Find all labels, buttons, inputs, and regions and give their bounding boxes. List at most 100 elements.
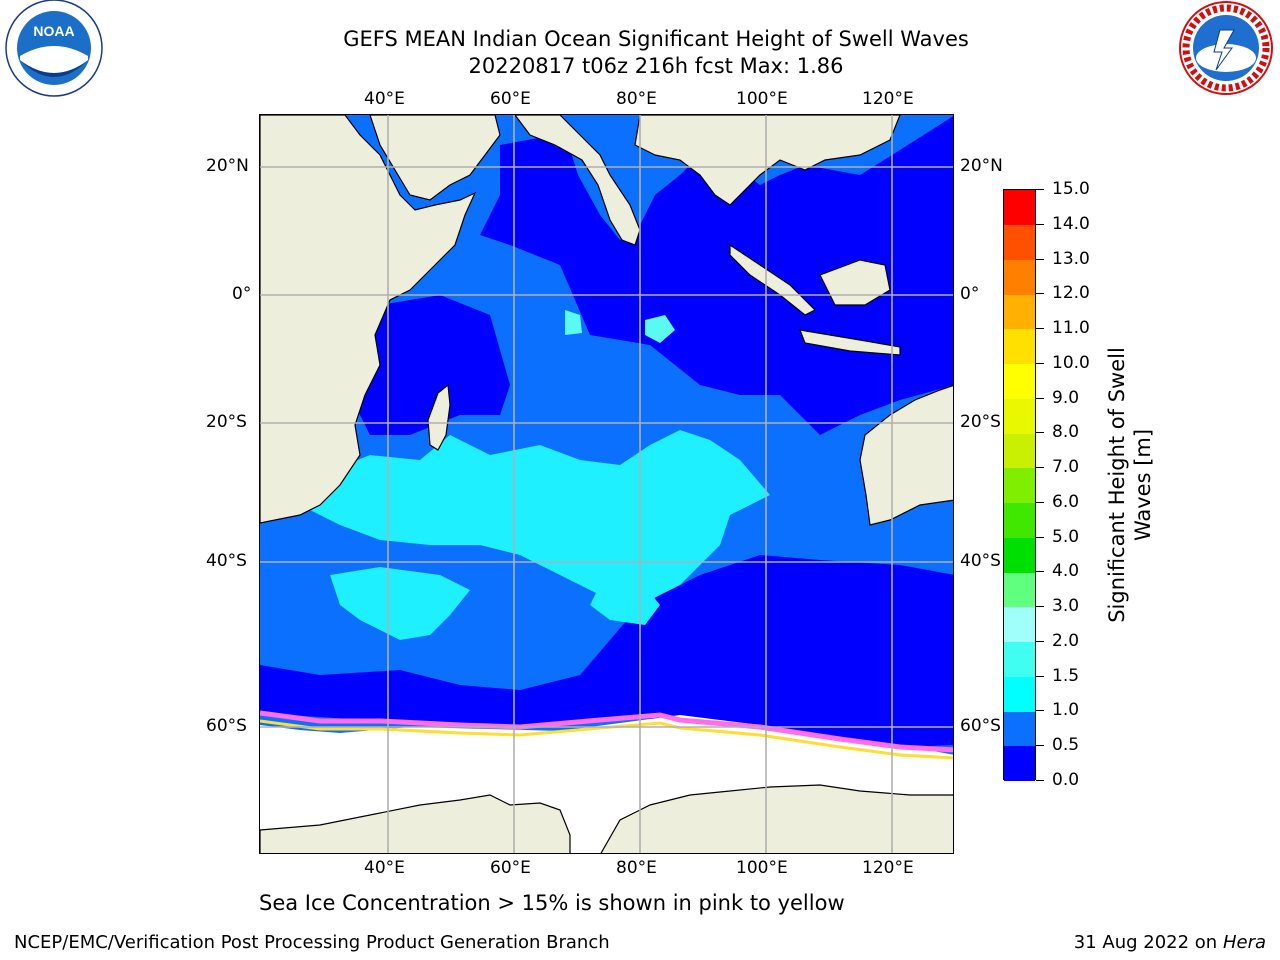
lat-label-left: 40°S [206, 551, 247, 571]
colorbar-tick-label: 13.0 [1052, 249, 1090, 269]
colorbar-tick-label: 0.0 [1052, 770, 1080, 790]
colorbar-segment [1004, 224, 1035, 260]
colorbar-tick-label: 3.0 [1052, 596, 1080, 616]
colorbar-segment [1004, 572, 1035, 608]
land-antarctica-shelf-east [600, 784, 953, 853]
lon-label-top: 60°E [490, 89, 531, 109]
map-caption: Sea Ice Concentration > 15% is shown in … [259, 891, 845, 915]
colorbar-tick-mark [1036, 502, 1044, 503]
lat-label-right: 60°S [960, 716, 1001, 736]
lat-label-left: 20°S [206, 412, 247, 432]
colorbar-tick-mark [1036, 710, 1044, 711]
map-gridlines [260, 115, 953, 853]
colorbar-segment [1004, 363, 1035, 399]
colorbar-segment [1004, 398, 1035, 434]
land-australia [859, 385, 953, 526]
colorbar-title-line1: Significant Height of Swell [1105, 347, 1129, 623]
lon-label-top: 120°E [862, 89, 914, 109]
colorbar-tick-label: 0.5 [1052, 735, 1080, 755]
colorbar-tick-label: 6.0 [1052, 492, 1080, 512]
colorbar-tick-label: 1.0 [1052, 700, 1080, 720]
colorbar [1003, 189, 1036, 782]
noaa-logo: NOAA [5, 0, 103, 97]
colorbar-segment [1004, 641, 1035, 677]
lon-label-bottom: 120°E [862, 858, 914, 878]
chart-subtitle: 20220817 t06z 216h fcst Max: 1.86 [468, 54, 844, 78]
lon-label-bottom: 60°E [490, 858, 531, 878]
footer-credit: NCEP/EMC/Verification Post Processing Pr… [14, 932, 610, 953]
colorbar-segment [1004, 746, 1035, 782]
map-panel [259, 114, 954, 854]
lon-label-bottom: 100°E [736, 858, 788, 878]
colorbar-segment [1004, 711, 1035, 747]
lon-label-bottom: 40°E [364, 858, 405, 878]
colorbar-tick-label: 9.0 [1052, 388, 1080, 408]
land-java [799, 329, 901, 356]
lat-label-right: 0° [960, 284, 980, 304]
colorbar-tick-mark [1036, 224, 1044, 225]
colorbar-segment [1004, 259, 1035, 295]
colorbar-tick-label: 7.0 [1052, 457, 1080, 477]
colorbar-tick-label: 1.5 [1052, 666, 1080, 686]
colorbar-segment [1004, 329, 1035, 365]
colorbar-segment [1004, 190, 1035, 225]
lat-label-right: 20°S [960, 412, 1001, 432]
colorbar-tick-label: 12.0 [1052, 283, 1090, 303]
noaa-logo-text: NOAA [33, 23, 74, 39]
colorbar-tick-mark [1036, 745, 1044, 746]
footer-timestamp: 31 Aug 2022 on Hera [1074, 932, 1266, 953]
land-africa [260, 115, 477, 524]
lat-label-right: 40°S [960, 551, 1001, 571]
swell-region-high-equator2 [645, 315, 675, 343]
lat-label-right: 20°N [960, 156, 1003, 176]
land-borneo [819, 259, 891, 306]
colorbar-title-line2: Waves [m] [1131, 428, 1155, 542]
swell-region-low-south [260, 555, 953, 747]
colorbar-tick-label: 8.0 [1052, 422, 1080, 442]
chart-title: GEFS MEAN Indian Ocean Significant Heigh… [343, 27, 969, 51]
swell-region-high-midsouth [590, 580, 660, 625]
land-india [514, 115, 641, 246]
colorbar-tick-mark [1036, 189, 1044, 190]
lon-label-top: 100°E [736, 89, 788, 109]
colorbar-segment [1004, 468, 1035, 504]
land-arabia [369, 115, 501, 201]
colorbar-tick-mark [1036, 398, 1044, 399]
colorbar-tick-label: 11.0 [1052, 318, 1090, 338]
colorbar-tick-mark [1036, 676, 1044, 677]
swell-region-high-southwest [330, 567, 470, 640]
colorbar-segment [1004, 294, 1035, 330]
colorbar-segment [1004, 676, 1035, 712]
nws-logo [1179, 1, 1273, 95]
colorbar-segment [1004, 537, 1035, 573]
lat-label-left: 20°N [206, 156, 249, 176]
footer-host: Hera [1222, 932, 1266, 953]
colorbar-tick-label: 4.0 [1052, 561, 1080, 581]
colorbar-tick-label: 10.0 [1052, 353, 1090, 373]
swell-region-low-west [355, 295, 510, 435]
map-svg [260, 115, 953, 853]
colorbar-segment [1004, 502, 1035, 538]
colorbar-segment [1004, 433, 1035, 469]
swell-region-low-north [480, 116, 953, 435]
colorbar-tick-label: 2.0 [1052, 631, 1080, 651]
colorbar-tick-mark [1036, 363, 1044, 364]
sea-ice-edge-pink [260, 710, 953, 753]
colorbar-tick-mark [1036, 432, 1044, 433]
lat-label-left: 60°S [206, 716, 247, 736]
colorbar-tick-label: 14.0 [1052, 214, 1090, 234]
land-madagascar [427, 383, 451, 451]
colorbar-segment [1004, 607, 1035, 643]
sea-ice-edge-yellow [260, 719, 953, 760]
colorbar-tick-label: 5.0 [1052, 527, 1080, 547]
colorbar-tick-mark [1036, 293, 1044, 294]
footer-date: 31 Aug 2022 on [1073, 932, 1218, 953]
colorbar-tick-mark [1036, 259, 1044, 260]
land-sumatra [729, 243, 817, 316]
lon-label-top: 80°E [616, 89, 657, 109]
colorbar-tick-label: 15.0 [1052, 179, 1090, 199]
lon-label-top: 40°E [364, 89, 405, 109]
colorbar-tick-mark [1036, 641, 1044, 642]
colorbar-tick-mark [1036, 537, 1044, 538]
lon-label-bottom: 80°E [616, 858, 657, 878]
